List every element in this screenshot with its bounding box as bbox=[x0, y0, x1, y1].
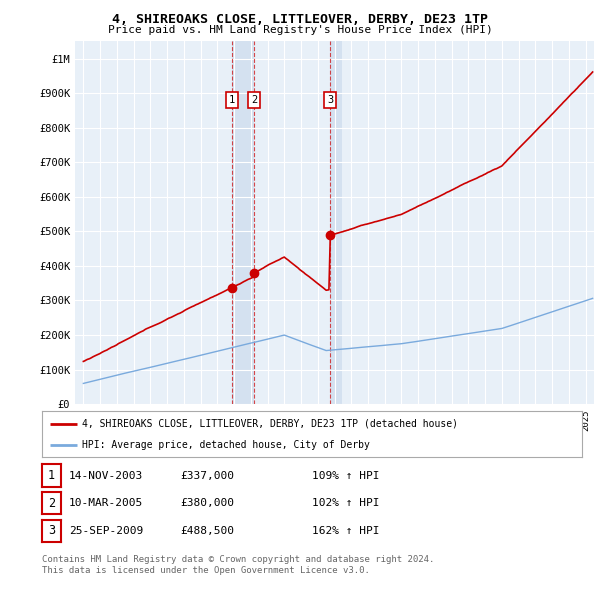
Text: £488,500: £488,500 bbox=[180, 526, 234, 536]
Text: 109% ↑ HPI: 109% ↑ HPI bbox=[312, 471, 380, 480]
Text: This data is licensed under the Open Government Licence v3.0.: This data is licensed under the Open Gov… bbox=[42, 566, 370, 575]
Text: HPI: Average price, detached house, City of Derby: HPI: Average price, detached house, City… bbox=[83, 440, 370, 450]
Text: 3: 3 bbox=[48, 525, 55, 537]
Text: Contains HM Land Registry data © Crown copyright and database right 2024.: Contains HM Land Registry data © Crown c… bbox=[42, 555, 434, 564]
Bar bbox=[330, 41, 341, 404]
Text: 10-MAR-2005: 10-MAR-2005 bbox=[69, 499, 143, 508]
Text: 4, SHIREOAKS CLOSE, LITTLEOVER, DERBY, DE23 1TP (detached house): 4, SHIREOAKS CLOSE, LITTLEOVER, DERBY, D… bbox=[83, 419, 458, 429]
Text: 102% ↑ HPI: 102% ↑ HPI bbox=[312, 499, 380, 508]
Text: 3: 3 bbox=[327, 95, 333, 105]
Text: 162% ↑ HPI: 162% ↑ HPI bbox=[312, 526, 380, 536]
Text: 2: 2 bbox=[48, 497, 55, 510]
Text: 25-SEP-2009: 25-SEP-2009 bbox=[69, 526, 143, 536]
Bar bbox=[232, 41, 254, 404]
Text: 1: 1 bbox=[48, 469, 55, 482]
Text: £380,000: £380,000 bbox=[180, 499, 234, 508]
Text: 1: 1 bbox=[229, 95, 235, 105]
Text: 4, SHIREOAKS CLOSE, LITTLEOVER, DERBY, DE23 1TP: 4, SHIREOAKS CLOSE, LITTLEOVER, DERBY, D… bbox=[112, 13, 488, 26]
Text: Price paid vs. HM Land Registry's House Price Index (HPI): Price paid vs. HM Land Registry's House … bbox=[107, 25, 493, 35]
Text: £337,000: £337,000 bbox=[180, 471, 234, 480]
Text: 14-NOV-2003: 14-NOV-2003 bbox=[69, 471, 143, 480]
Text: 2: 2 bbox=[251, 95, 257, 105]
